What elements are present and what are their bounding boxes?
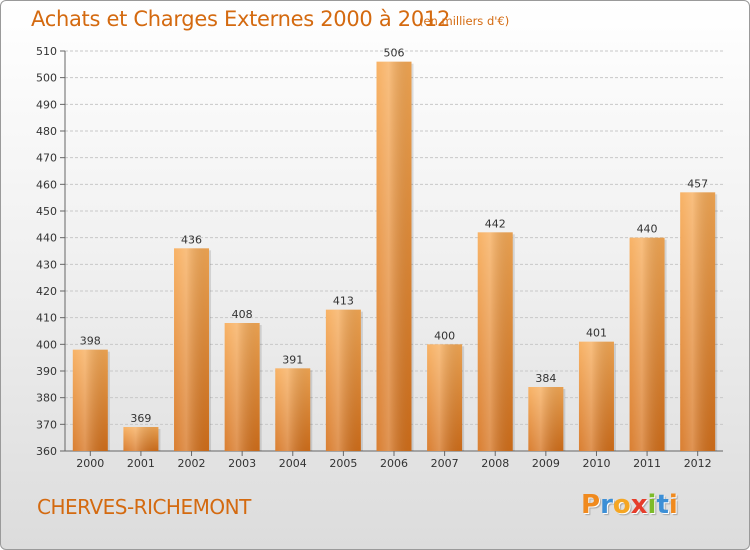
value-label: 400 [434, 329, 455, 342]
chart-subtitle: (en milliers d'€) [419, 14, 510, 28]
logo-letter: i [647, 490, 657, 520]
bar-highlight [174, 248, 210, 451]
value-label: 384 [535, 372, 556, 385]
bar [275, 368, 313, 451]
bar-highlight [578, 341, 614, 451]
value-label: 436 [181, 233, 202, 246]
bar [528, 387, 566, 451]
y-tick-label: 410 [36, 312, 57, 325]
x-tick-label: 2012 [684, 457, 712, 470]
bar-highlight [477, 232, 513, 451]
bar [174, 248, 212, 451]
x-tick-label: 2005 [329, 457, 357, 470]
y-tick-label: 400 [36, 338, 57, 351]
x-tick-label: 2004 [279, 457, 307, 470]
bar-highlight [275, 368, 311, 451]
x-tick-label: 2008 [481, 457, 509, 470]
logo-letter: P [581, 490, 601, 520]
y-tick-label: 480 [36, 125, 57, 138]
proxiti-logo[interactable]: Proxiti [581, 490, 678, 520]
logo-letter: o [612, 490, 631, 520]
logo-letter: x [630, 490, 648, 520]
chart-title: Achats et Charges Externes 2000 à 2012 [31, 7, 451, 31]
bar [325, 309, 363, 451]
x-tick-label: 2006 [380, 457, 408, 470]
value-label: 457 [687, 177, 708, 190]
value-labels: 398 369 436 408 391 413 506 400 442 384 401 440 457 [80, 47, 708, 425]
y-tick-label: 390 [36, 365, 57, 378]
value-label: 401 [586, 327, 607, 340]
x-tick-label: 2000 [76, 457, 104, 470]
value-label: 506 [384, 47, 405, 60]
bar [477, 232, 515, 451]
x-tick-label: 2009 [532, 457, 560, 470]
value-label: 440 [637, 223, 658, 236]
bar [578, 341, 616, 451]
x-tick-label: 2002 [178, 457, 206, 470]
y-tick-label: 450 [36, 205, 57, 218]
bar [629, 237, 667, 451]
bar [376, 61, 414, 452]
y-tick-label: 510 [36, 45, 57, 58]
bar-highlight [680, 192, 716, 452]
value-label: 369 [130, 412, 151, 425]
bar-highlight [427, 344, 463, 451]
y-tick-label: 430 [36, 258, 57, 271]
bar [427, 344, 465, 451]
bar-highlight [325, 309, 361, 451]
bar [72, 349, 110, 451]
y-tick-label: 470 [36, 152, 57, 165]
y-tick-label: 440 [36, 232, 57, 245]
commune-name: CHERVES-RICHEMONT [37, 495, 251, 519]
bar [123, 427, 161, 451]
bar-highlight [123, 427, 159, 451]
y-tick-label: 420 [36, 285, 57, 298]
bar-highlight [224, 323, 260, 451]
y-tick-label: 370 [36, 418, 57, 431]
x-axis: 2000 2001 2002 2003 2004 2005 2006 2007 2008 2009… [76, 451, 712, 470]
value-label: 391 [282, 353, 303, 366]
y-tick-label: 490 [36, 98, 57, 111]
x-tick-label: 2007 [431, 457, 459, 470]
bar-highlight [72, 349, 108, 451]
bar [680, 192, 718, 452]
value-label: 413 [333, 295, 354, 308]
y-tick-label: 500 [36, 72, 57, 85]
logo-letter: i [668, 490, 678, 520]
logo-letter: r [600, 490, 613, 520]
value-label: 408 [232, 308, 253, 321]
bar-highlight [376, 61, 412, 452]
y-tick-label: 360 [36, 445, 57, 458]
x-tick-label: 2010 [582, 457, 610, 470]
x-tick-label: 2003 [228, 457, 256, 470]
bar-highlight [629, 237, 665, 451]
x-tick-label: 2011 [633, 457, 661, 470]
bar [224, 323, 262, 451]
x-tick-label: 2001 [127, 457, 155, 470]
y-tick-label: 380 [36, 392, 57, 405]
value-label: 442 [485, 217, 506, 230]
bar-highlight [528, 387, 564, 451]
y-tick-label: 460 [36, 178, 57, 191]
logo-letter: t [656, 490, 669, 520]
value-label: 398 [80, 335, 101, 348]
bars [72, 61, 718, 452]
